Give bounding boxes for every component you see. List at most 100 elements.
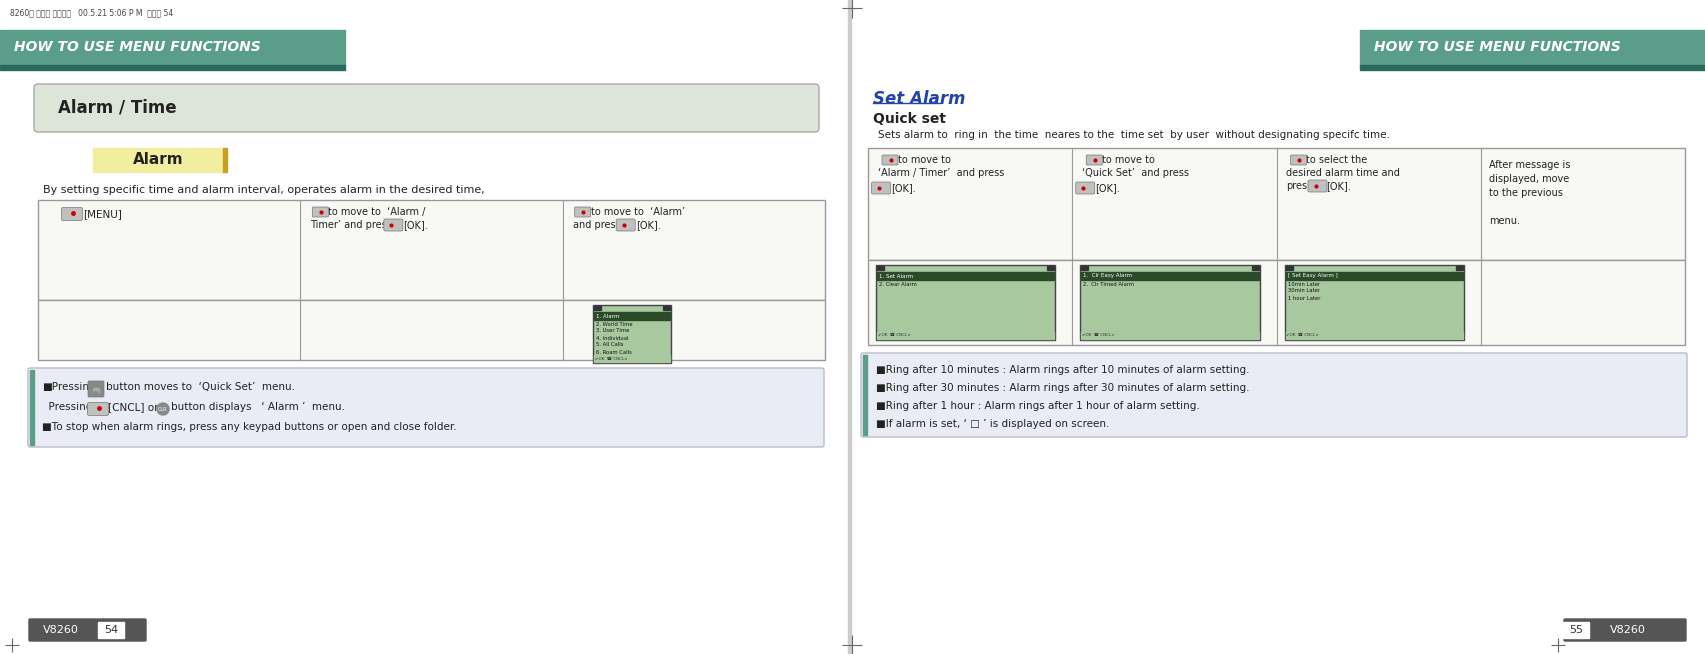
Text: to move to: to move to (1101, 155, 1154, 165)
Bar (1456, 266, 1463, 270)
Text: 5. All Calls: 5. All Calls (595, 343, 622, 347)
Text: ✔OK  ☎ CNCL×: ✔OK ☎ CNCL× (1287, 334, 1320, 337)
Text: ✔OK  ☎ CNCL×: ✔OK ☎ CNCL× (595, 356, 627, 360)
Text: 1. Alarm: 1. Alarm (595, 313, 619, 318)
Bar (876, 265, 1055, 340)
Bar (1286, 266, 1292, 270)
Text: HOW TO USE MENU FUNCTIONS: HOW TO USE MENU FUNCTIONS (1374, 40, 1621, 54)
Bar (868, 260, 1685, 345)
FancyBboxPatch shape (29, 619, 147, 641)
FancyBboxPatch shape (881, 155, 899, 165)
Text: ■Pressing: ■Pressing (43, 382, 95, 392)
Bar (1047, 266, 1054, 270)
Text: [OK].: [OK]. (404, 220, 428, 230)
FancyBboxPatch shape (34, 84, 818, 132)
Text: 4. Individual: 4. Individual (595, 336, 627, 341)
Text: menu.: menu. (1488, 216, 1519, 226)
Text: 30min Later: 30min Later (1287, 288, 1320, 294)
Text: By setting specific time and alarm interval, operates alarm in the desired time,: By setting specific time and alarm inter… (43, 185, 484, 195)
Bar (847, 0, 851, 654)
Text: Alarm: Alarm (133, 152, 184, 167)
Text: to move to  ‘Alarm’: to move to ‘Alarm’ (590, 207, 685, 217)
Text: ✔OK  ☎ CNCL×: ✔OK ☎ CNCL× (1083, 334, 1115, 337)
Text: 6. Roam Calls: 6. Roam Calls (595, 349, 631, 354)
Bar (868, 148, 1685, 260)
Bar (876, 266, 883, 270)
Text: to select the: to select the (1306, 155, 1367, 165)
Text: 8260아 플로잇 문메뉴얼   00.5.21 5:06 P M  페이지 54: 8260아 플로잇 문메뉴얼 00.5.21 5:06 P M 페이지 54 (10, 8, 174, 17)
FancyBboxPatch shape (94, 392, 99, 396)
Bar (1286, 272, 1463, 280)
Text: Set Alarm: Set Alarm (873, 90, 965, 108)
FancyBboxPatch shape (89, 381, 104, 397)
Text: displayed, move: displayed, move (1488, 174, 1569, 184)
FancyBboxPatch shape (1086, 155, 1101, 165)
Bar (94, 388, 99, 393)
FancyBboxPatch shape (384, 219, 402, 231)
Bar (1081, 266, 1088, 270)
Bar (1563, 622, 1589, 638)
Text: V8260: V8260 (43, 625, 78, 635)
FancyBboxPatch shape (1563, 619, 1686, 641)
Bar (593, 305, 670, 363)
Bar (1081, 332, 1258, 339)
Text: 1 hour Later: 1 hour Later (1287, 296, 1320, 300)
Bar (94, 148, 223, 172)
Bar (863, 355, 868, 435)
Text: 54: 54 (104, 625, 118, 635)
Bar (38, 200, 825, 300)
Text: Alarm / Time: Alarm / Time (58, 99, 177, 117)
FancyBboxPatch shape (871, 182, 890, 194)
Text: [OK].: [OK]. (636, 220, 660, 230)
Text: Pressing: Pressing (43, 402, 92, 412)
FancyBboxPatch shape (1076, 182, 1095, 194)
Text: ■To stop when alarm rings, press any keypad buttons or open and close folder.: ■To stop when alarm rings, press any key… (43, 422, 457, 432)
Bar (223, 148, 227, 172)
Bar (1081, 265, 1260, 340)
Text: Timer’ and press: Timer’ and press (310, 220, 392, 230)
Text: to the previous: to the previous (1488, 188, 1562, 198)
Bar (0, 30, 344, 65)
Text: 2. World Time: 2. World Time (595, 322, 633, 326)
Text: [OK].: [OK]. (1095, 183, 1120, 193)
Text: [ Set Easy Alarm ]: [ Set Easy Alarm ] (1287, 273, 1337, 279)
Text: [MENU]: [MENU] (84, 209, 121, 219)
Text: button moves to  ‘Quick Set’  menu.: button moves to ‘Quick Set’ menu. (106, 382, 295, 392)
Text: [OK].: [OK]. (892, 183, 916, 193)
FancyBboxPatch shape (87, 402, 109, 415)
Text: [CNCL] or: [CNCL] or (107, 402, 159, 412)
FancyBboxPatch shape (575, 207, 590, 217)
Text: ■Ring after 30 minutes : Alarm rings after 30 minutes of alarm setting.: ■Ring after 30 minutes : Alarm rings aft… (876, 383, 1250, 393)
Bar (38, 300, 825, 360)
FancyBboxPatch shape (61, 207, 82, 220)
Text: ✔OK  ☎ CNCL×: ✔OK ☎ CNCL× (878, 334, 910, 337)
Text: 10min Later: 10min Later (1287, 281, 1320, 286)
Bar (593, 306, 600, 310)
FancyBboxPatch shape (861, 353, 1686, 437)
Text: 3. User Time: 3. User Time (595, 328, 629, 334)
Bar (0, 65, 344, 70)
Text: 55: 55 (1569, 625, 1582, 635)
Text: HOW TO USE MENU FUNCTIONS: HOW TO USE MENU FUNCTIONS (14, 40, 261, 54)
Bar (876, 272, 1054, 280)
Text: Sets alarm to  ring in  the time  neares to the  time set  by user  without desi: Sets alarm to ring in the time neares to… (878, 130, 1390, 140)
Circle shape (157, 403, 169, 415)
Text: Quick set: Quick set (873, 112, 946, 126)
Text: ■Ring after 10 minutes : Alarm rings after 10 minutes of alarm setting.: ■Ring after 10 minutes : Alarm rings aft… (876, 365, 1250, 375)
Bar (593, 355, 670, 362)
Bar (97, 622, 124, 638)
Text: and press: and press (573, 220, 621, 230)
Bar (593, 312, 670, 320)
Text: 2. Clear Alarm: 2. Clear Alarm (880, 281, 917, 286)
FancyBboxPatch shape (27, 368, 824, 447)
Bar (1081, 272, 1258, 280)
Bar (1251, 266, 1258, 270)
FancyBboxPatch shape (1291, 155, 1306, 165)
Bar (663, 306, 670, 310)
Bar (1361, 65, 1705, 70)
Bar (1286, 332, 1463, 339)
Text: ■Ring after 1 hour : Alarm rings after 1 hour of alarm setting.: ■Ring after 1 hour : Alarm rings after 1… (876, 401, 1200, 411)
Text: 2.  Clr Timed Alarm: 2. Clr Timed Alarm (1083, 281, 1134, 286)
Text: to move to  ‘Alarm /: to move to ‘Alarm / (329, 207, 426, 217)
Text: ■If alarm is set, ‘ □ ’ is displayed on screen.: ■If alarm is set, ‘ □ ’ is displayed on … (876, 419, 1110, 429)
